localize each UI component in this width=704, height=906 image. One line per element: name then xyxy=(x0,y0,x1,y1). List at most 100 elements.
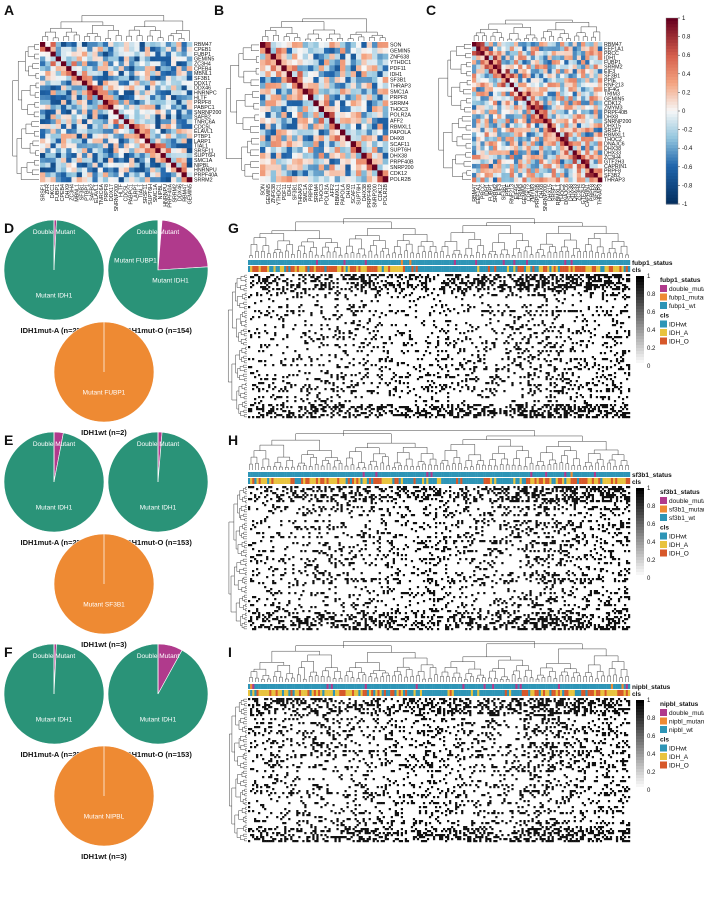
heatmap-cell xyxy=(171,153,177,159)
heatmap-cell xyxy=(66,124,72,130)
heatmap-cell xyxy=(406,350,410,353)
heatmap-cell xyxy=(320,284,323,287)
heatmap-cell xyxy=(503,276,506,279)
heatmap-cell xyxy=(45,133,51,139)
row-label: SNRP200 xyxy=(390,165,414,171)
heatmap-cell xyxy=(374,286,377,289)
heatmap-cell xyxy=(276,47,282,54)
status-track-cell xyxy=(324,260,327,265)
row-label: GEMIN5 xyxy=(604,96,624,102)
heatmap-cell xyxy=(340,42,346,49)
heatmap-cell xyxy=(623,284,627,287)
heatmap-cell xyxy=(547,96,552,102)
heatmap-cell xyxy=(551,46,557,52)
heatmap-cell xyxy=(45,51,51,57)
heatmap-cell xyxy=(513,100,519,106)
status-track-cell xyxy=(402,260,406,265)
heatmap-cell xyxy=(87,70,93,77)
heatmap-cell xyxy=(492,73,498,79)
dendrogram-branch xyxy=(255,251,259,258)
heatmap-cell xyxy=(134,46,140,52)
cls-track-cell xyxy=(275,266,278,272)
status-track-cell xyxy=(458,260,461,265)
status-track-cell xyxy=(434,260,438,265)
heatmap-cell xyxy=(388,284,391,287)
heatmap-cell xyxy=(356,129,362,136)
heatmap-cell xyxy=(530,114,536,120)
heatmap-cell xyxy=(252,316,255,319)
heatmap-cell xyxy=(254,332,257,335)
dendrogram-branch xyxy=(613,252,617,258)
heatmap-cell xyxy=(518,141,523,147)
cls-track-cell xyxy=(430,266,433,272)
dendrogram-branch xyxy=(374,254,379,258)
heatmap-cell xyxy=(258,350,261,353)
heatmap-cell xyxy=(66,90,72,96)
heatmap-cell xyxy=(87,66,93,72)
status-track-cell xyxy=(405,260,408,265)
heatmap-cell xyxy=(511,362,514,365)
heatmap-cell xyxy=(623,286,627,289)
heatmap-cell xyxy=(55,42,62,48)
heatmap-cell xyxy=(603,276,607,279)
heatmap-cell xyxy=(276,59,282,66)
heatmap-cell xyxy=(509,109,515,115)
heatmap-cell xyxy=(350,170,357,177)
status-track-cell xyxy=(511,260,514,265)
heatmap-cell xyxy=(276,288,279,291)
heatmap-cell xyxy=(281,123,287,130)
heatmap-cell xyxy=(66,104,72,110)
heatmap-cell xyxy=(281,117,287,124)
heatmap-cell xyxy=(471,330,474,333)
heatmap-cell xyxy=(619,360,623,363)
heatmap-cell xyxy=(525,276,528,279)
heatmap-cell xyxy=(518,150,523,156)
heatmap-cell xyxy=(364,282,367,285)
heatmap-cell xyxy=(186,80,193,86)
heatmap-cell xyxy=(292,176,298,183)
heatmap-cell xyxy=(509,123,515,129)
heatmap-cell xyxy=(360,350,363,353)
heatmap-cell xyxy=(463,282,466,285)
heatmap-cell xyxy=(561,326,564,329)
heatmap-cell xyxy=(176,95,182,101)
heatmap-cell xyxy=(40,104,46,110)
heatmap-cell xyxy=(286,42,293,49)
heatmap-cell xyxy=(513,132,519,138)
heatmap-cell xyxy=(621,284,625,287)
heatmap-cell xyxy=(530,46,536,52)
heatmap-cell xyxy=(530,141,536,147)
status-track-cell xyxy=(572,260,576,265)
colorbar-step xyxy=(666,89,678,93)
heatmap-cell xyxy=(530,42,536,47)
status-track-cell xyxy=(413,260,416,265)
heatmap-cell xyxy=(517,288,520,291)
dendrogram-branch xyxy=(434,252,438,258)
heatmap-cell xyxy=(537,294,540,297)
heatmap-cell xyxy=(488,109,494,115)
heatmap-cell xyxy=(361,112,367,119)
heatmap-cell xyxy=(476,60,481,65)
heatmap-cell xyxy=(492,60,498,65)
heatmap-cell xyxy=(461,280,464,283)
heatmap-cell xyxy=(366,100,373,107)
heatmap-cell xyxy=(324,59,330,66)
colorbar-ramp xyxy=(666,18,678,205)
heatmap-cell xyxy=(366,322,369,325)
heatmap-cell xyxy=(599,278,603,281)
heatmap-cell xyxy=(521,326,524,329)
panel-label-g: G xyxy=(228,220,239,236)
heatmap-cell xyxy=(477,354,480,357)
heatmap-cell xyxy=(573,286,576,289)
heatmap-cell xyxy=(545,310,548,313)
heatmap-cell xyxy=(587,340,590,343)
heatmap-cell xyxy=(260,176,266,183)
heatmap-cell xyxy=(560,154,565,160)
heatmap-cell xyxy=(568,177,573,183)
heatmap-cell xyxy=(593,114,599,120)
heatmap-cell xyxy=(60,177,67,183)
column-label: CPEB4 xyxy=(60,184,66,201)
heatmap-cell xyxy=(298,306,301,309)
heatmap-cell xyxy=(366,47,373,54)
heatmap-cell xyxy=(270,123,277,130)
